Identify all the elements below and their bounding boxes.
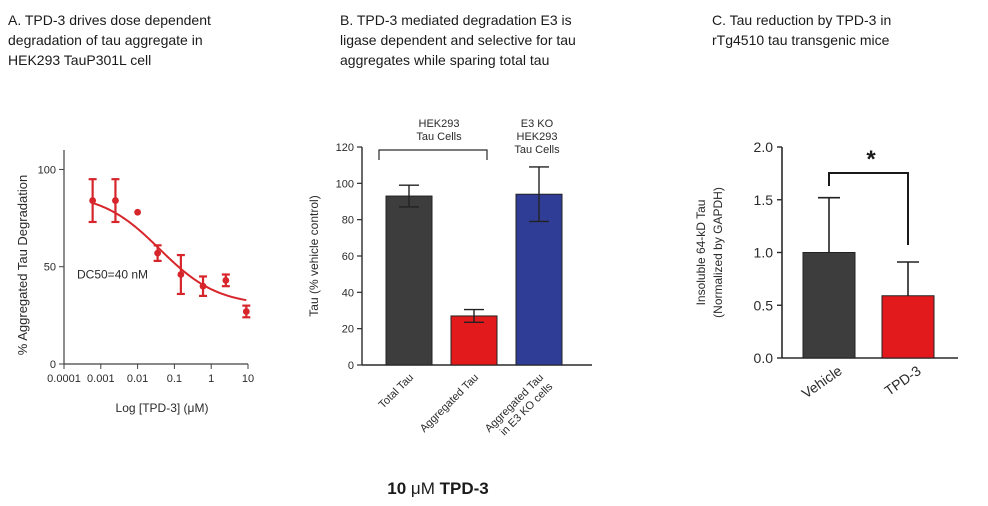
y-tick-label: 100 <box>336 178 354 190</box>
x-tick-label-line: Total Tau <box>377 372 416 411</box>
x-tick-label: 1 <box>208 373 214 385</box>
bar <box>515 193 563 366</box>
bar <box>881 295 935 359</box>
panel-c-title-line: C. Tau reduction by TPD-3 in <box>712 12 892 28</box>
group-label: HEK293 Tau Cells <box>416 118 462 143</box>
y-tick-label: 0 <box>50 359 56 371</box>
y-axis-label: Insoluble 64-kD Tau <box>694 200 708 306</box>
y-tick-label: 1.0 <box>754 245 774 261</box>
group-label-line: HEK293 <box>419 118 460 130</box>
y-tick-label: 20 <box>342 324 354 336</box>
panel-b-title-line: aggregates while sparing total tau <box>340 52 550 68</box>
significance-star: * <box>866 146 876 173</box>
bar <box>450 315 498 366</box>
footer-unit: μM <box>411 479 435 498</box>
group-label: E3 KO HEK293 Tau Cells <box>514 118 560 156</box>
x-tick-label: Total Tau <box>377 372 416 411</box>
panel-a-title-line: A. TPD-3 drives dose dependent <box>8 12 211 28</box>
x-tick-label: 0.1 <box>167 373 182 385</box>
group-bracket <box>378 149 488 160</box>
x-tick-label: Aggregated Tau <box>418 372 481 435</box>
group-label-line: Tau Cells <box>416 131 462 143</box>
data-point <box>89 197 97 204</box>
x-tick-label: 0.0001 <box>47 373 81 385</box>
y-axis-label: % Aggregated Tau Degradation <box>15 175 30 355</box>
data-point <box>177 271 185 278</box>
bar <box>385 195 433 366</box>
data-point <box>112 197 119 204</box>
panel-b-title-line: B. TPD-3 mediated degradation E3 is <box>340 12 572 28</box>
panel-b-title: B. TPD-3 mediated degradation E3 is liga… <box>340 10 576 70</box>
panel-c-title-line: rTg4510 tau transgenic mice <box>712 32 890 48</box>
y-tick-label: 1.5 <box>754 192 774 208</box>
data-point <box>199 282 207 290</box>
data-point <box>222 276 230 284</box>
x-tick-label: Aggregated Tauin E3 KO cells <box>483 371 556 444</box>
panel-a-chart: 0 50 100 0.0001 0.001 0.01 0.1 1 10 Log [TPD-3] (… <box>15 150 254 415</box>
panel-a-title-line: HEK293 TauP301L cell <box>8 52 152 68</box>
data-point <box>134 208 142 216</box>
y-tick-label: 120 <box>336 142 354 154</box>
data-point <box>242 308 250 315</box>
footer-compound: TPD-3 <box>435 479 489 498</box>
y-tick-label: 100 <box>38 164 56 176</box>
dc50-annotation: DC50=40 nM <box>77 267 148 281</box>
panel-b-chart: 0 20 40 60 80 100 120 Tau (% vehicle control) To… <box>307 118 592 444</box>
bar <box>802 252 856 359</box>
group-label-line: E3 KO <box>521 118 554 130</box>
footer-label: 10 μM TPD-3 <box>387 479 488 498</box>
group-label-line: Tau Cells <box>514 144 560 156</box>
x-tick-label: 0.001 <box>87 373 115 385</box>
y-tick-label: 80 <box>342 215 354 227</box>
panel-b-title-line: ligase dependent and selective for tau <box>340 32 576 48</box>
x-tick-label: 10 <box>242 373 254 385</box>
y-tick-label: 2.0 <box>754 139 774 155</box>
x-tick-label: 0.01 <box>127 373 148 385</box>
group-label-line: HEK293 <box>517 131 558 143</box>
y-tick-label: 60 <box>342 251 354 263</box>
panel-a-title: A. TPD-3 drives dose dependent degradati… <box>8 10 211 70</box>
x-tick-label-line: Aggregated Tau <box>418 372 481 435</box>
panel-c-title: C. Tau reduction by TPD-3 in rTg4510 tau… <box>712 10 891 50</box>
panel-a-title-line: degradation of tau aggregate in <box>8 32 203 48</box>
panel-c-chart: 0.0 0.5 1.0 1.5 2.0 Insoluble 64-kD Tau (Norma… <box>694 139 958 401</box>
y-tick-label: 0.0 <box>754 350 774 366</box>
footer-prefix: 10 <box>387 479 411 498</box>
x-axis-label: Log [TPD-3] (μM) <box>116 401 209 415</box>
x-tick-label: Vehicle <box>799 362 845 401</box>
significance-bracket <box>828 172 909 245</box>
y-tick-label: 0 <box>348 360 354 372</box>
y-axis-label: Tau (% vehicle control) <box>307 195 321 316</box>
x-tick-label: TPD-3 <box>881 362 923 398</box>
y-tick-label: 0.5 <box>754 297 774 313</box>
y-tick-label: 40 <box>342 287 354 299</box>
fit-curve <box>92 202 247 302</box>
y-axis-label-2: (Normalized by GAPDH) <box>711 187 725 318</box>
data-point <box>154 249 162 257</box>
y-tick-label: 50 <box>44 262 56 274</box>
